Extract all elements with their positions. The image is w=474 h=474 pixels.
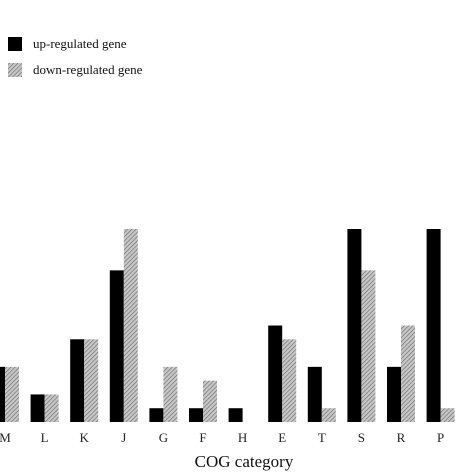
legend-label-down: down-regulated gene (33, 62, 143, 77)
up-bar-e (268, 325, 283, 422)
up-bar-t (307, 366, 322, 422)
up-bar-l (30, 394, 45, 422)
x-tick-label-h: H (238, 430, 247, 445)
legend-swatch-down (8, 63, 22, 77)
bars-group (0, 229, 455, 422)
up-bar-j (109, 270, 124, 422)
x-tick-label-e: E (278, 430, 286, 445)
x-tick-label-p: P (437, 430, 444, 445)
down-bar-e (282, 339, 297, 422)
down-bar-k (84, 339, 99, 422)
up-bar-p (426, 229, 441, 422)
legend-swatch-up (8, 37, 22, 51)
x-tick-label-j: J (121, 430, 126, 445)
x-tick-label-f: F (199, 430, 206, 445)
up-bar-h (228, 408, 243, 422)
x-tick-label-r: R (397, 430, 406, 445)
down-bar-p (440, 408, 455, 422)
down-bar-l (44, 394, 59, 422)
up-bar-g (149, 408, 164, 422)
down-bar-g (163, 366, 178, 422)
legend-label-up: up-regulated gene (33, 36, 127, 51)
x-tick-labels: MLKJGFHETSRPO (0, 430, 444, 445)
x-axis-title: COG category (195, 452, 294, 471)
x-tick-label-t: T (318, 430, 326, 445)
up-bar-f (189, 408, 203, 422)
up-bar-k (70, 339, 85, 422)
down-bar-s (361, 270, 376, 422)
up-bar-r (387, 366, 401, 422)
x-tick-label-l: L (41, 430, 49, 445)
down-bar-t (321, 408, 336, 422)
x-tick-label-k: K (80, 430, 90, 445)
x-tick-label-g: G (159, 430, 168, 445)
down-bar-m (5, 366, 19, 422)
x-tick-label-s: S (358, 430, 365, 445)
up-bar-m (0, 366, 5, 422)
down-bar-f (203, 380, 217, 422)
down-bar-j (123, 229, 138, 422)
legend: up-regulated gene down-regulated gene (8, 36, 143, 77)
up-bar-s (347, 229, 362, 422)
down-bar-r (401, 325, 415, 422)
x-tick-label-m: M (0, 430, 11, 445)
